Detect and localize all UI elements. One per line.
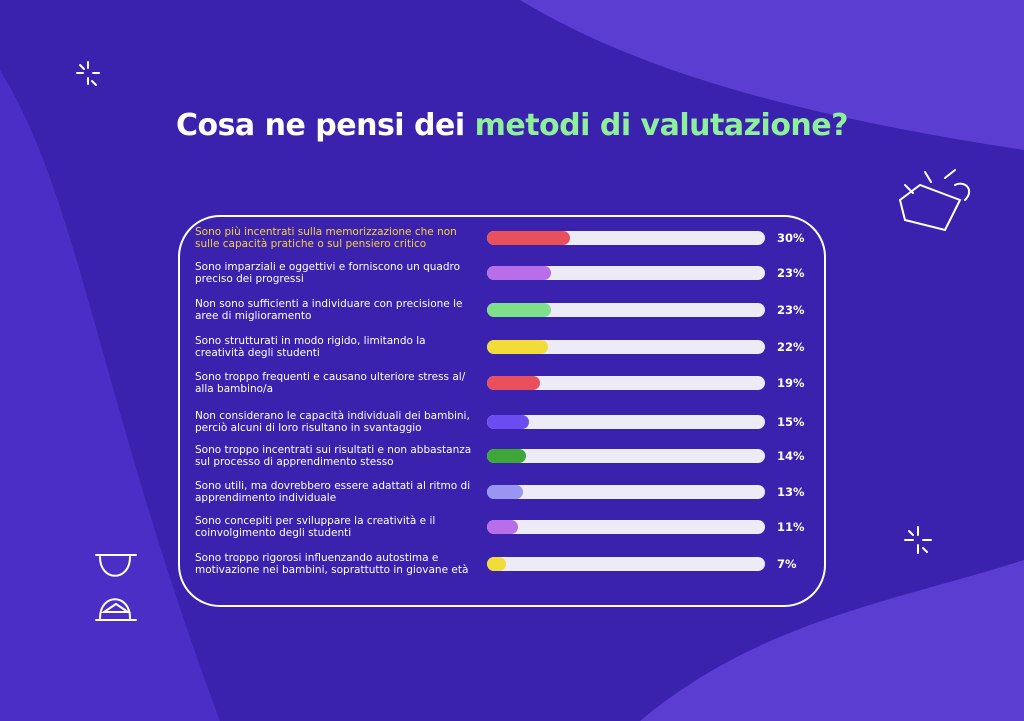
value-label: 14%	[777, 449, 805, 463]
bar	[487, 340, 549, 354]
bar-track	[487, 520, 765, 534]
value-label: 11%	[777, 520, 805, 534]
value-label: 22%	[777, 340, 805, 354]
bar	[487, 376, 540, 390]
category-label: Sono strutturati in modo rigido, limitan…	[195, 335, 426, 359]
bar-track	[487, 415, 765, 429]
bar	[487, 266, 551, 280]
bar	[487, 303, 551, 317]
bar	[487, 557, 507, 571]
category-label: Sono troppo incentrati sui risultati e n…	[195, 444, 472, 468]
value-label: 23%	[777, 266, 805, 280]
category-label: Sono troppo frequenti e causano ulterior…	[195, 371, 466, 395]
value-label: 7%	[777, 557, 797, 571]
category-label: Sono imparziali e oggettivi e forniscono…	[195, 261, 461, 285]
title-highlight: metodi di valutazione?	[474, 108, 849, 143]
bar-track	[487, 557, 765, 571]
bar-track	[487, 303, 765, 317]
bar	[487, 520, 518, 534]
bar-track	[487, 231, 765, 245]
title-text: Cosa ne pensi dei	[175, 108, 465, 143]
bar-track	[487, 485, 765, 499]
bar	[487, 415, 529, 429]
bar	[487, 231, 571, 245]
value-label: 13%	[777, 485, 805, 499]
category-label: Sono più incentrati sulla memorizzazione…	[195, 226, 457, 250]
bar	[487, 485, 524, 499]
bar-track	[487, 340, 765, 354]
category-label: Sono troppo rigorosi influenzando autost…	[195, 552, 469, 576]
value-label: 23%	[777, 303, 805, 317]
value-label: 15%	[777, 415, 805, 429]
chart-title: Cosa ne pensi dei metodi di valutazione?	[0, 108, 1024, 143]
category-label: Non sono sufficienti a individuare con p…	[195, 298, 463, 322]
bar-track	[487, 376, 765, 390]
value-label: 30%	[777, 231, 805, 245]
bar-track	[487, 449, 765, 463]
value-label: 19%	[777, 376, 805, 390]
chart-frame	[178, 215, 826, 607]
category-label: Sono concepiti per sviluppare la creativ…	[195, 515, 436, 539]
bar	[487, 449, 526, 463]
bar-track	[487, 266, 765, 280]
category-label: Sono utili, ma dovrebbero essere adattat…	[195, 480, 471, 504]
category-label: Non considerano le capacità individuali …	[195, 410, 470, 434]
